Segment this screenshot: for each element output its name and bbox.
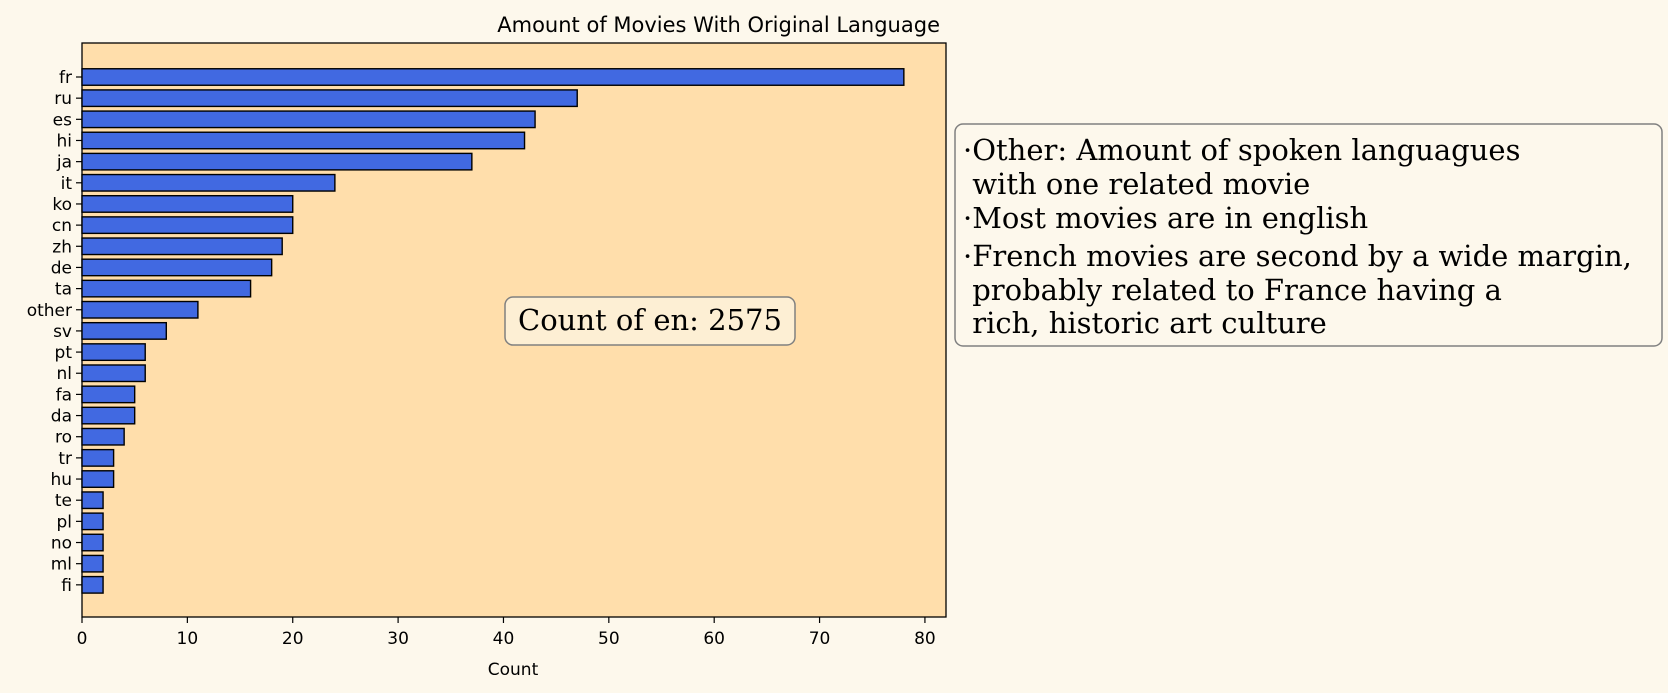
x-tick-label: 70: [809, 629, 831, 649]
bar-it: [81, 173, 336, 192]
notes-box: ·Other: Amount of spoken languagues with…: [954, 123, 1663, 347]
y-tick-label: fr: [59, 68, 72, 88]
y-axis-ticks: frrueshijaitkocnzhdetaothersvptnlfadarot…: [27, 68, 82, 596]
y-tick-label: cn: [52, 216, 72, 236]
notes-box-frame: [954, 123, 1663, 347]
y-tick-label: it: [61, 174, 73, 194]
bar-other: [81, 300, 199, 319]
bar-pt: [81, 343, 146, 362]
note-line: ·Other: Amount of spoken languagues: [963, 133, 1520, 167]
note-line: probably related to France having a: [963, 273, 1502, 307]
x-axis-label: Count: [488, 660, 539, 680]
x-tick-label: 40: [493, 629, 515, 649]
x-tick-label: 10: [177, 629, 199, 649]
bar-ko: [81, 195, 294, 213]
bar-ru: [81, 89, 578, 108]
y-tick-label: sv: [53, 322, 72, 342]
y-tick-label: hu: [50, 470, 72, 490]
y-tick-label: fa: [56, 385, 72, 405]
bar-no: [81, 533, 104, 552]
y-tick-label: ko: [52, 195, 72, 215]
bar-fa: [81, 385, 136, 404]
y-tick-label: ru: [54, 89, 72, 109]
y-tick-label: no: [51, 534, 72, 554]
annotation-box-frame: [504, 296, 796, 346]
x-tick-label: 50: [598, 629, 620, 649]
bar-hi: [81, 131, 526, 150]
y-tick-label: fi: [61, 576, 72, 596]
bars-group: [81, 68, 905, 594]
note-line: rich, historic art culture: [963, 306, 1327, 340]
bar-pl: [81, 512, 104, 531]
x-tick-label: 20: [282, 629, 304, 649]
y-tick-label: da: [51, 407, 72, 427]
y-tick-label: hi: [57, 131, 73, 151]
notes-lines: ·Other: Amount of spoken languagues with…: [963, 133, 1632, 340]
x-tick-label: 80: [914, 629, 936, 649]
x-axis-ticks: 0 10 20 30 40 50 60 70 80: [77, 617, 936, 649]
x-tick-label: 30: [387, 629, 409, 649]
x-tick-label: 0: [77, 629, 88, 649]
bar-sv: [81, 321, 167, 340]
y-tick-label: ml: [51, 555, 72, 575]
bar-fr: [81, 68, 905, 86]
note-line: with one related movie: [963, 167, 1310, 201]
bar-zh: [81, 237, 283, 256]
x-tick-label: 60: [703, 629, 725, 649]
note-line: ·Most movies are in english: [963, 201, 1368, 235]
y-tick-label: tr: [58, 449, 72, 469]
bar-de: [81, 258, 273, 277]
y-tick-label: nl: [57, 364, 73, 384]
bar-te: [81, 491, 104, 510]
bar-ro: [81, 427, 125, 446]
y-tick-label: other: [27, 301, 72, 321]
bar-tr: [81, 448, 115, 467]
bar-nl: [81, 364, 146, 383]
y-tick-label: pt: [55, 343, 73, 363]
y-tick-label: ta: [55, 280, 72, 300]
bar-cn: [81, 216, 294, 235]
y-tick-label: ro: [55, 428, 72, 448]
note-line: ·French movies are second by a wide marg…: [963, 239, 1632, 273]
annotation-text: Count of en: 2575: [518, 303, 782, 337]
y-tick-label: ja: [56, 153, 72, 173]
y-tick-label: pl: [56, 512, 72, 532]
bar-fi: [81, 575, 104, 594]
bar-ja: [81, 152, 473, 171]
y-tick-label: de: [51, 258, 72, 278]
bar-da: [81, 406, 136, 425]
y-tick-label: zh: [52, 237, 72, 257]
bar-hu: [81, 470, 115, 488]
bar-ml: [81, 554, 104, 573]
y-tick-label: te: [55, 491, 72, 511]
annotation-box: Count of en: 2575: [504, 296, 796, 346]
bar-es: [81, 110, 536, 129]
bar-ta: [81, 279, 252, 298]
y-tick-label: es: [53, 110, 72, 130]
chart-title: Amount of Movies With Original Language: [497, 13, 940, 37]
